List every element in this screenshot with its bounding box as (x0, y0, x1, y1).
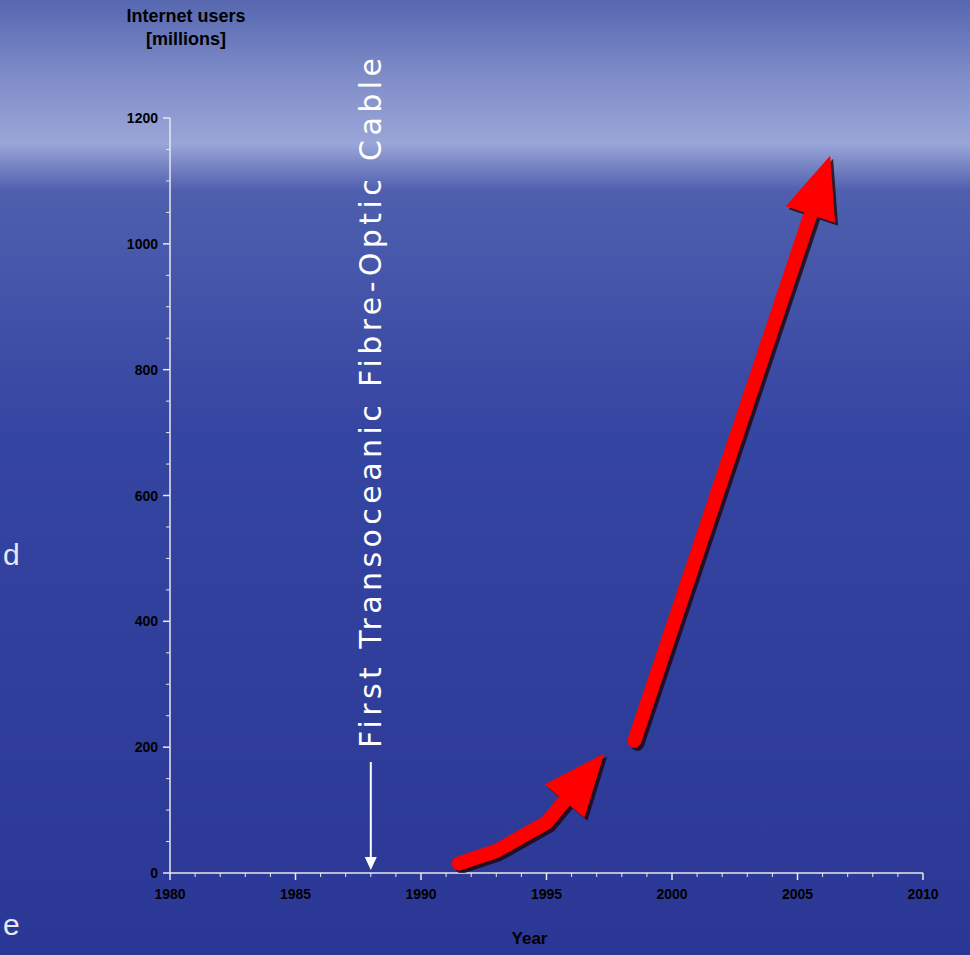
y-tick-label: 800 (135, 362, 159, 378)
y-tick (163, 621, 170, 623)
x-tick (420, 873, 422, 880)
x-minor-tick (496, 873, 497, 877)
x-tick-label: 1985 (280, 886, 311, 902)
x-minor-tick (897, 873, 898, 877)
annotation-arrow (365, 762, 377, 870)
plot-area (459, 156, 838, 867)
annotation-arrow-head (365, 857, 377, 870)
x-minor-tick (621, 873, 622, 877)
y-axis-title: Internet users (126, 6, 245, 26)
x-minor-tick (571, 873, 572, 877)
annotation-arrow-shaft (370, 762, 372, 861)
arrow-head (786, 156, 835, 223)
series-arrow (634, 156, 838, 744)
x-tick-label: 2010 (907, 886, 938, 902)
arrow-head (545, 753, 605, 817)
side-text: e (3, 908, 20, 941)
y-minor-tick (166, 558, 170, 559)
y-minor-tick (166, 589, 170, 590)
y-tick (163, 117, 170, 119)
x-minor-tick (220, 873, 221, 877)
y-tick (163, 369, 170, 371)
y-minor-tick (166, 464, 170, 465)
x-minor-tick (320, 873, 321, 877)
x-tick (922, 873, 924, 880)
x-tick (169, 873, 171, 880)
y-tick-label: 1000 (127, 236, 158, 252)
y-tick-label: 200 (135, 739, 159, 755)
y-minor-tick (166, 526, 170, 527)
x-minor-tick (370, 873, 371, 877)
x-tick (671, 873, 673, 880)
y-tick (163, 495, 170, 497)
x-axis-title: Year (512, 929, 548, 948)
background (0, 0, 970, 955)
x-tick-label: 2000 (656, 886, 687, 902)
x-tick (295, 873, 297, 880)
x-tick-label: 2005 (782, 886, 813, 902)
y-minor-tick (166, 401, 170, 402)
y-minor-tick (166, 841, 170, 842)
x-minor-tick (270, 873, 271, 877)
y-tick-label: 400 (135, 613, 159, 629)
x-minor-tick (471, 873, 472, 877)
x-tick-label: 1995 (531, 886, 562, 902)
x-minor-tick (872, 873, 873, 877)
x-tick (546, 873, 548, 880)
y-minor-tick (166, 684, 170, 685)
y-minor-tick (166, 810, 170, 811)
x-minor-tick (772, 873, 773, 877)
y-minor-tick (166, 778, 170, 779)
x-minor-tick (722, 873, 723, 877)
y-minor-tick (166, 306, 170, 307)
y-tick (163, 746, 170, 748)
x-minor-tick (245, 873, 246, 877)
x-minor-tick (345, 873, 346, 877)
x-tick-label: 1990 (405, 886, 436, 902)
y-tick (163, 243, 170, 245)
side-text: d (3, 538, 20, 571)
x-minor-tick (446, 873, 447, 877)
y-minor-tick (166, 715, 170, 716)
y-minor-tick (166, 432, 170, 433)
y-tick-label: 1200 (127, 110, 158, 126)
y-minor-tick (166, 338, 170, 339)
annotation-text: First Transoceanic Fibre-Optic Cable (353, 58, 388, 748)
x-minor-tick (697, 873, 698, 877)
y-minor-tick (166, 180, 170, 181)
x-minor-tick (596, 873, 597, 877)
x-minor-tick (395, 873, 396, 877)
x-minor-tick (747, 873, 748, 877)
series-line (634, 207, 813, 741)
slide: d e 0 200 400 600 800 1000 1200 1980 1985 1990 1995 2… (0, 0, 970, 955)
y-tick-label: 0 (150, 865, 158, 881)
x-tick-label: 1980 (154, 886, 185, 902)
series-line (459, 795, 570, 864)
y-minor-tick (166, 212, 170, 213)
x-tick (797, 873, 799, 880)
x-minor-tick (847, 873, 848, 877)
y-minor-tick (166, 149, 170, 150)
series-arrow (459, 753, 608, 866)
y-minor-tick (166, 275, 170, 276)
x-minor-tick (521, 873, 522, 877)
y-axis-title: [millions] (146, 29, 226, 49)
x-minor-tick (646, 873, 647, 877)
y-tick (163, 872, 170, 874)
y-minor-tick (166, 652, 170, 653)
x-minor-tick (822, 873, 823, 877)
y-tick-label: 600 (135, 488, 159, 504)
x-minor-tick (195, 873, 196, 877)
